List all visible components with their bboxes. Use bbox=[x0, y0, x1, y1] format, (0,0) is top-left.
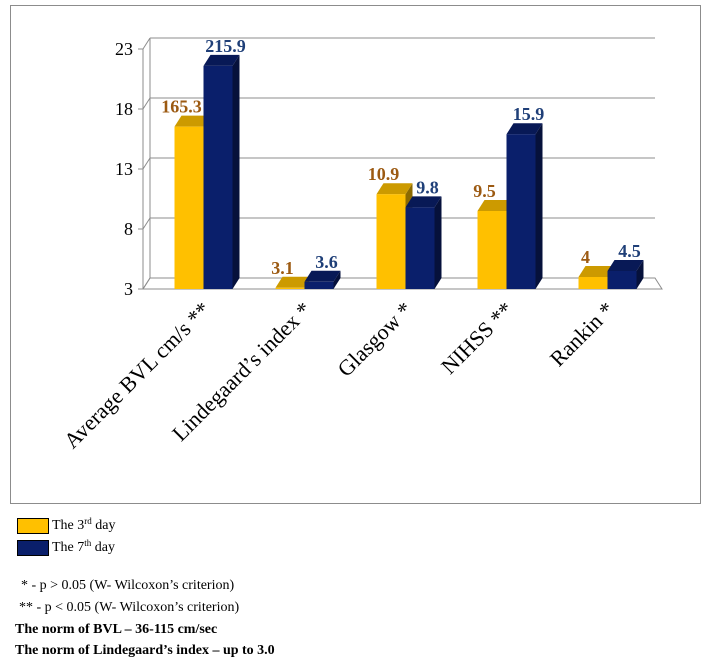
data-label-average-bvl-cm-s-7th-day: 215.9 bbox=[205, 36, 246, 56]
legend-swatch-7th-day bbox=[17, 540, 49, 556]
bar-rankin-7th-day-top bbox=[607, 260, 644, 271]
bar-glasgow-7th-day-front bbox=[405, 207, 435, 289]
note-p-less: ** - p < 0.05 (W- Wilcoxon’s criterion) bbox=[19, 600, 240, 615]
note-bvl-norm: The norm of BVL – 36-115 cm/sec bbox=[15, 622, 218, 637]
bar-lindegaard-s-index-7th-day-side bbox=[333, 270, 341, 289]
bar-nihss-7th-day-top bbox=[506, 123, 543, 135]
bar-rankin-7th-day-side bbox=[636, 260, 644, 289]
data-label-average-bvl-cm-s-3rd-day: 165.3 bbox=[161, 97, 202, 117]
bar-lindegaard-s-index-7th-day-front bbox=[304, 281, 334, 289]
x-category-label-rankin: Rankin * bbox=[545, 297, 619, 371]
data-label-nihss-7th-day: 15.9 bbox=[513, 104, 545, 124]
bar-average-bvl-cm-s-7th-day-side bbox=[232, 54, 240, 289]
bar-lindegaard-s-index-3rd-day-top bbox=[275, 276, 312, 288]
bar-rankin-7th-day-front bbox=[607, 271, 637, 289]
data-label-glasgow-7th-day: 9.8 bbox=[416, 177, 439, 197]
bar-rankin-3rd-day-front bbox=[578, 277, 608, 289]
bar-average-bvl-cm-s-3rd-day-top bbox=[174, 115, 211, 127]
data-label-nihss-3rd-day: 9.5 bbox=[473, 181, 496, 201]
bar-glasgow-7th-day-top bbox=[405, 196, 442, 208]
legend-item-7th-day: The 7th day bbox=[17, 538, 115, 558]
bar-nihss-7th-day bbox=[506, 123, 543, 289]
y-tick-label: 13 bbox=[115, 159, 133, 179]
legend-label-3rd-day: The 3rd day bbox=[52, 516, 116, 534]
note-lindegaard-norm: The norm of Lindegaard’s index – up to 3… bbox=[15, 643, 275, 658]
bar-nihss-7th-day-side bbox=[535, 123, 543, 289]
bar-glasgow-3rd-day-top bbox=[376, 183, 413, 195]
y-tick-label: 3 bbox=[124, 279, 133, 299]
bar-nihss-7th-day-front bbox=[506, 134, 536, 289]
y-tick-label: 8 bbox=[124, 219, 133, 239]
x-category-label-glasgow: Glasgow * bbox=[332, 297, 417, 382]
bar-glasgow-7th-day bbox=[405, 196, 442, 289]
bar-rankin-7th-day bbox=[607, 260, 644, 289]
legend-swatch-3rd-day bbox=[17, 518, 49, 534]
bar-lindegaard-s-index-7th-day-top bbox=[304, 270, 341, 282]
chart-frame bbox=[10, 5, 701, 504]
bar-glasgow-3rd-day-front bbox=[376, 194, 406, 289]
data-label-lindegaard-s-index-3rd-day: 3.1 bbox=[271, 258, 294, 278]
bar-average-bvl-cm-s-3rd-day-front bbox=[174, 126, 204, 289]
gridline-depth bbox=[142, 217, 151, 230]
legend-label-7th-day: The 7th day bbox=[52, 538, 115, 556]
bar-glasgow-7th-day-side bbox=[434, 196, 442, 289]
bar-nihss-3rd-day-front bbox=[477, 211, 507, 289]
bar-average-bvl-cm-s-7th-day bbox=[203, 54, 240, 289]
bar-nihss-3rd-day-top bbox=[477, 200, 514, 211]
bar-lindegaard-s-index-3rd-day-front bbox=[275, 287, 305, 289]
bar-lindegaard-s-index-7th-day bbox=[304, 270, 341, 289]
bar-rankin-3rd-day-top bbox=[578, 266, 615, 277]
note-p-greater: * - p > 0.05 (W- Wilcoxon’s criterion) bbox=[21, 578, 235, 593]
data-label-rankin-3rd-day: 4 bbox=[581, 247, 590, 267]
gridline-depth bbox=[142, 97, 151, 110]
gridline-depth bbox=[142, 37, 151, 50]
bar-average-bvl-cm-s-7th-day-top bbox=[203, 54, 240, 66]
data-label-rankin-7th-day: 4.5 bbox=[618, 241, 641, 261]
x-category-label-nihss: NIHSS ** bbox=[436, 297, 518, 379]
data-label-glasgow-3rd-day: 10.9 bbox=[368, 164, 400, 184]
y-tick-label: 18 bbox=[115, 99, 133, 119]
gridline-depth bbox=[142, 157, 151, 170]
legend-item-3rd-day: The 3rd day bbox=[17, 516, 115, 536]
y-tick-label: 23 bbox=[115, 39, 133, 59]
data-label-lindegaard-s-index-7th-day: 3.6 bbox=[315, 252, 338, 272]
bar-average-bvl-cm-s-7th-day-front bbox=[203, 65, 233, 289]
